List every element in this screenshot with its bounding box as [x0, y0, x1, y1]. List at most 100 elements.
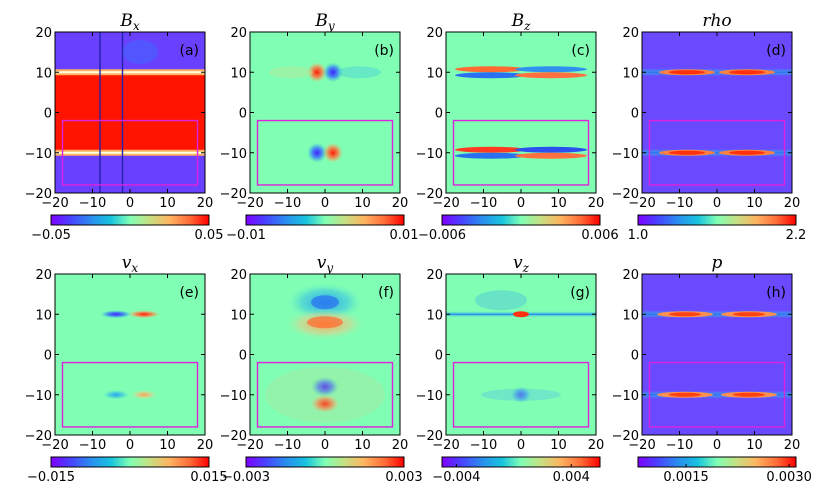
x-tick-label: 10	[159, 196, 176, 211]
x-tick-label: 0	[321, 438, 329, 453]
y-tick-label: 0	[631, 107, 639, 122]
y-tick-label: 10	[35, 308, 52, 323]
heatmap-image	[250, 274, 400, 435]
colorbar-tick-label: 0.006	[581, 228, 618, 243]
panel-label: (e)	[179, 285, 199, 301]
x-tick-label: −20	[41, 438, 68, 453]
y-tick-label: 20	[622, 268, 639, 283]
x-tick-label: −20	[432, 438, 459, 453]
y-tick-label: −20	[416, 429, 443, 444]
heatmap-image	[446, 274, 596, 435]
heatmap-image	[55, 274, 205, 435]
y-tick-label: 10	[230, 66, 247, 81]
x-tick-label: 10	[550, 438, 567, 453]
x-tick-label: 0	[713, 196, 721, 211]
y-tick-label: −20	[612, 187, 639, 202]
x-tick-label: −20	[628, 196, 655, 211]
heatmap-image	[250, 32, 400, 193]
y-tick-label: −20	[25, 429, 52, 444]
x-tick-label: −10	[79, 438, 106, 453]
panel-label: (h)	[766, 285, 786, 301]
x-tick-label: −20	[41, 196, 68, 211]
panel-b: −20 −10 0 10 20 20 10 0 −10 −20 (b) By −0.01 0.01	[220, 11, 419, 243]
panel-e: −20 −10 0 10 20 20 10 0 −10 −20 (e) vx −0.015 0.015	[25, 253, 228, 485]
colorbar-tick-label: −0.003	[222, 470, 270, 485]
y-tick-label: 10	[230, 308, 247, 323]
x-tick-label: 10	[354, 196, 371, 211]
x-tick-label: 20	[784, 196, 801, 211]
y-tick-label: −20	[612, 429, 639, 444]
y-tick-label: 10	[622, 308, 639, 323]
region-box	[452, 119, 590, 186]
x-tick-label: 0	[713, 438, 721, 453]
y-tick-label: 10	[35, 66, 52, 81]
x-tick-label: −10	[666, 438, 693, 453]
y-tick-label: 0	[44, 349, 52, 364]
panel-title: Bx	[119, 11, 140, 33]
panel-f: −20 −10 0 10 20 20 10 0 −10 −20 (f) vy −0.003 0.003	[220, 253, 423, 485]
colorbar-tick-label: 0.0015	[663, 470, 709, 485]
region-box	[452, 361, 590, 428]
colorbar	[245, 456, 405, 468]
colorbar-tick-label: −0.006	[418, 228, 466, 243]
x-tick-label: −20	[236, 438, 263, 453]
x-tick-label: 20	[588, 196, 605, 211]
y-tick-label: 20	[230, 268, 247, 283]
x-tick-label: −20	[236, 196, 263, 211]
colorbar-tick-label: 0.01	[390, 228, 419, 243]
colorbar-tick-label: −0.004	[432, 470, 480, 485]
panel-label: (g)	[570, 285, 590, 301]
colorbar	[50, 214, 210, 226]
panel-label: (b)	[374, 43, 394, 59]
x-tick-label: 10	[550, 196, 567, 211]
x-tick-label: 0	[517, 196, 525, 211]
colorbar-tick-label: 0.004	[553, 470, 590, 485]
y-tick-label: 0	[435, 107, 443, 122]
x-tick-label: 10	[746, 438, 763, 453]
panel-h: −20 −10 0 10 20 20 10 0 −10 −20 (h) p 0.0015 0.0030	[612, 253, 812, 485]
y-tick-label: 20	[230, 26, 247, 41]
colorbar-tick-label: 1.0	[628, 228, 649, 243]
heatmap-image	[446, 32, 596, 193]
y-tick-label: 20	[622, 26, 639, 41]
y-tick-label: 0	[435, 349, 443, 364]
y-tick-label: 20	[35, 26, 52, 41]
y-tick-label: −10	[220, 389, 247, 404]
region-box	[61, 119, 199, 186]
y-tick-label: −10	[416, 147, 443, 162]
colorbar	[441, 214, 601, 226]
colorbar	[50, 456, 210, 468]
colorbar-tick-label: 0.0030	[766, 470, 812, 485]
colorbar	[637, 456, 797, 468]
y-tick-label: −10	[220, 147, 247, 162]
y-tick-label: 20	[35, 268, 52, 283]
x-tick-label: −10	[666, 196, 693, 211]
y-tick-label: 20	[426, 26, 443, 41]
x-tick-label: −10	[470, 438, 497, 453]
x-tick-label: −10	[470, 196, 497, 211]
colorbar	[441, 456, 601, 468]
colorbar-tick-label: 0.015	[190, 470, 227, 485]
colorbar-tick-label: 2.2	[786, 228, 807, 243]
y-tick-label: 10	[426, 308, 443, 323]
panel-title: vx	[122, 253, 139, 275]
heatmap-image	[55, 32, 205, 193]
x-tick-label: 20	[784, 438, 801, 453]
region-box	[61, 361, 199, 428]
x-tick-label: 10	[746, 196, 763, 211]
x-tick-label: 20	[197, 438, 214, 453]
x-tick-label: −10	[274, 438, 301, 453]
panel-label: (c)	[571, 43, 590, 59]
y-tick-label: 0	[239, 107, 247, 122]
colorbar	[245, 214, 405, 226]
panel-title: Bz	[511, 11, 532, 33]
panel-g: −20 −10 0 10 20 20 10 0 −10 −20 (g) vz −0.004 0.004	[416, 253, 605, 485]
panel-label: (a)	[179, 43, 199, 59]
region-box	[648, 361, 786, 428]
y-tick-label: −20	[416, 187, 443, 202]
panel-c: −20 −10 0 10 20 20 10 0 −10 −20 (c) Bz −0.006 0.006	[416, 11, 619, 243]
y-tick-label: −10	[25, 147, 52, 162]
colorbar-tick-label: −0.01	[226, 228, 266, 243]
y-tick-label: 0	[239, 349, 247, 364]
